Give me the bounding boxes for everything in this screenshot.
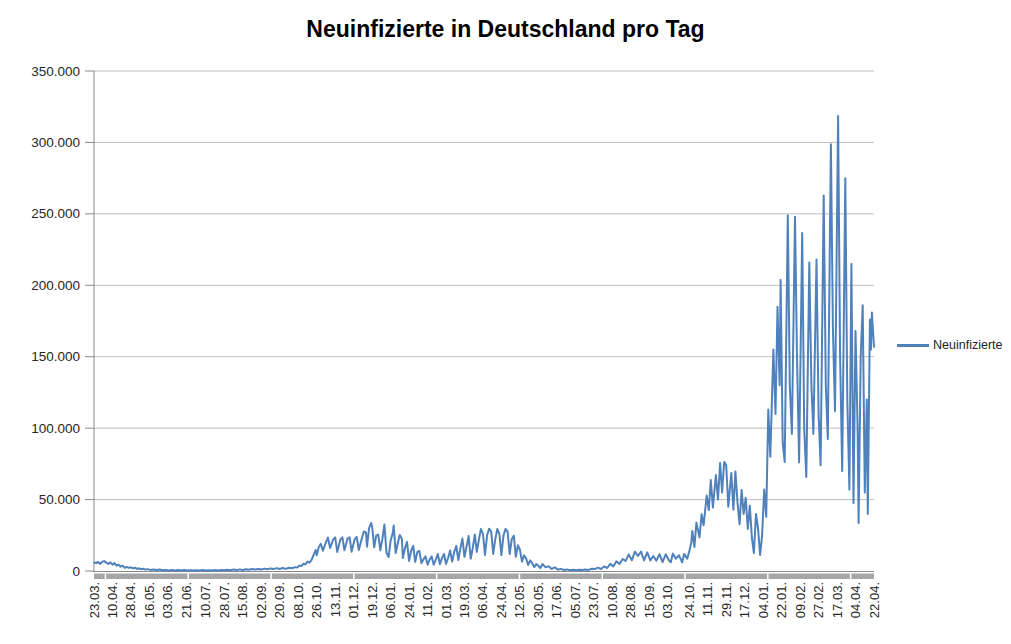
legend-line-swatch: [897, 344, 929, 347]
x-axis-tick-label: 19.03.: [457, 582, 472, 618]
x-axis-tick-label: 28.07.: [217, 582, 232, 618]
x-axis-tick-label: 11.02.: [420, 582, 435, 617]
x-axis-tick-label: 01.03.: [439, 582, 454, 618]
x-axis-tick-label: 28.08.: [623, 582, 638, 618]
legend: Neuinfizierte: [897, 338, 1002, 352]
x-axis-labels: 23.03.10.04.28.04. 16.05.03.06. 21.06. 10.0…: [87, 582, 882, 618]
x-axis-band-gap: [850, 574, 852, 580]
y-axis-tick-label: 0: [72, 564, 80, 579]
x-axis-tick-label: 03.06.: [160, 582, 175, 618]
x-axis-tick-label: 23.07.: [586, 582, 601, 618]
x-axis-tick-label: 26.10.: [309, 582, 324, 618]
x-axis-tick-label: 01.12.: [346, 582, 361, 618]
y-axis-tick-label: 350.000: [31, 64, 80, 79]
x-axis-band-gap: [767, 574, 769, 580]
x-axis-tick-label: 03.10.: [660, 582, 675, 618]
x-axis-tick-label: 21.06.: [179, 582, 194, 618]
x-axis-tick-label: 28.04.: [123, 582, 138, 618]
x-axis-band-gap: [353, 574, 355, 580]
x-axis-band-gap: [188, 574, 190, 580]
x-axis-tick-label: 08.10.: [291, 582, 306, 618]
x-axis-band-gap: [519, 574, 521, 580]
x-axis-tick-label: 04.01.: [756, 582, 771, 618]
y-axis-ticks: [85, 71, 94, 571]
chart-window: Neuinfizierte in Deutschland pro Tag 050…: [0, 0, 1011, 644]
x-axis-tick-label: 06.04.: [475, 582, 490, 618]
y-axis-tick-label: 300.000: [31, 135, 80, 150]
x-axis-tick-label: 13.11.: [328, 582, 343, 617]
x-axis-band-gap: [436, 574, 438, 580]
plot-area: [94, 71, 874, 571]
y-axis-tick-label: 200.000: [31, 278, 80, 293]
x-axis-tick-label: 22.01.: [774, 582, 789, 618]
y-axis-labels: 0 50.000 100.000 150.000 200.000 250.000 300.0…: [31, 64, 80, 579]
x-axis-band-gap: [270, 574, 272, 580]
x-axis-tick-label: 05.07.: [568, 582, 583, 618]
x-axis-tick-label: 11.11.: [700, 582, 715, 616]
chart-canvas: 0 50.000 100.000 150.000 200.000 250.000 300.0…: [0, 0, 1011, 644]
x-axis-tick-label: 16.05.: [142, 582, 157, 618]
x-axis-tick-label: 24.04.: [494, 582, 509, 618]
x-axis-tick-label: 04.04.: [848, 582, 863, 618]
x-axis-band-gap: [602, 574, 604, 580]
x-axis-tick-label: 09.02.: [793, 582, 808, 618]
x-axis-band-gap: [684, 574, 686, 580]
x-axis-band: [94, 574, 874, 580]
gridlines: [94, 71, 874, 500]
y-axis-tick-label: 100.000: [31, 421, 80, 436]
x-axis-tick-label: 06.01.: [383, 582, 398, 618]
x-axis-tick-label: 19.12.: [365, 582, 380, 618]
x-axis-tick-label: 02.09.: [254, 582, 269, 618]
x-axis-tick-label: 22.04.: [867, 582, 882, 618]
legend-series-label: Neuinfizierte: [933, 338, 1002, 352]
x-axis-tick-label: 17.03.: [830, 582, 845, 618]
x-axis-tick-label: 30.05.: [531, 582, 546, 618]
x-axis-tick-label: 27.02.: [811, 582, 826, 618]
x-axis-tick-label: 10.04.: [105, 582, 120, 618]
x-axis-tick-label: 17.06.: [549, 582, 564, 618]
x-axis-tick-label: 10.07.: [198, 582, 213, 618]
x-axis-tick-label: 10.08.: [605, 582, 620, 618]
x-axis-tick-label: 23.03.: [87, 582, 102, 618]
x-axis-tick-label: 29.11.: [719, 582, 734, 617]
x-axis-tick-label: 20.09.: [272, 582, 287, 618]
x-axis-tick-label: 24.01.: [402, 582, 417, 618]
x-axis-tick-label: 24.10.: [682, 582, 697, 618]
series-line-neuinfizierte: [94, 116, 874, 570]
x-axis-band-gap: [105, 574, 107, 580]
x-axis-tick-label: 12.05.: [512, 582, 527, 618]
x-axis-tick-label: 15.09.: [642, 582, 657, 618]
y-axis-tick-label: 250.000: [31, 206, 80, 221]
y-axis-tick-label: 50.000: [39, 492, 80, 507]
x-axis-tick-label: 15.08.: [235, 582, 250, 618]
x-axis-tick-label: 17.12.: [737, 582, 752, 618]
y-axis-tick-label: 150.000: [31, 349, 80, 364]
